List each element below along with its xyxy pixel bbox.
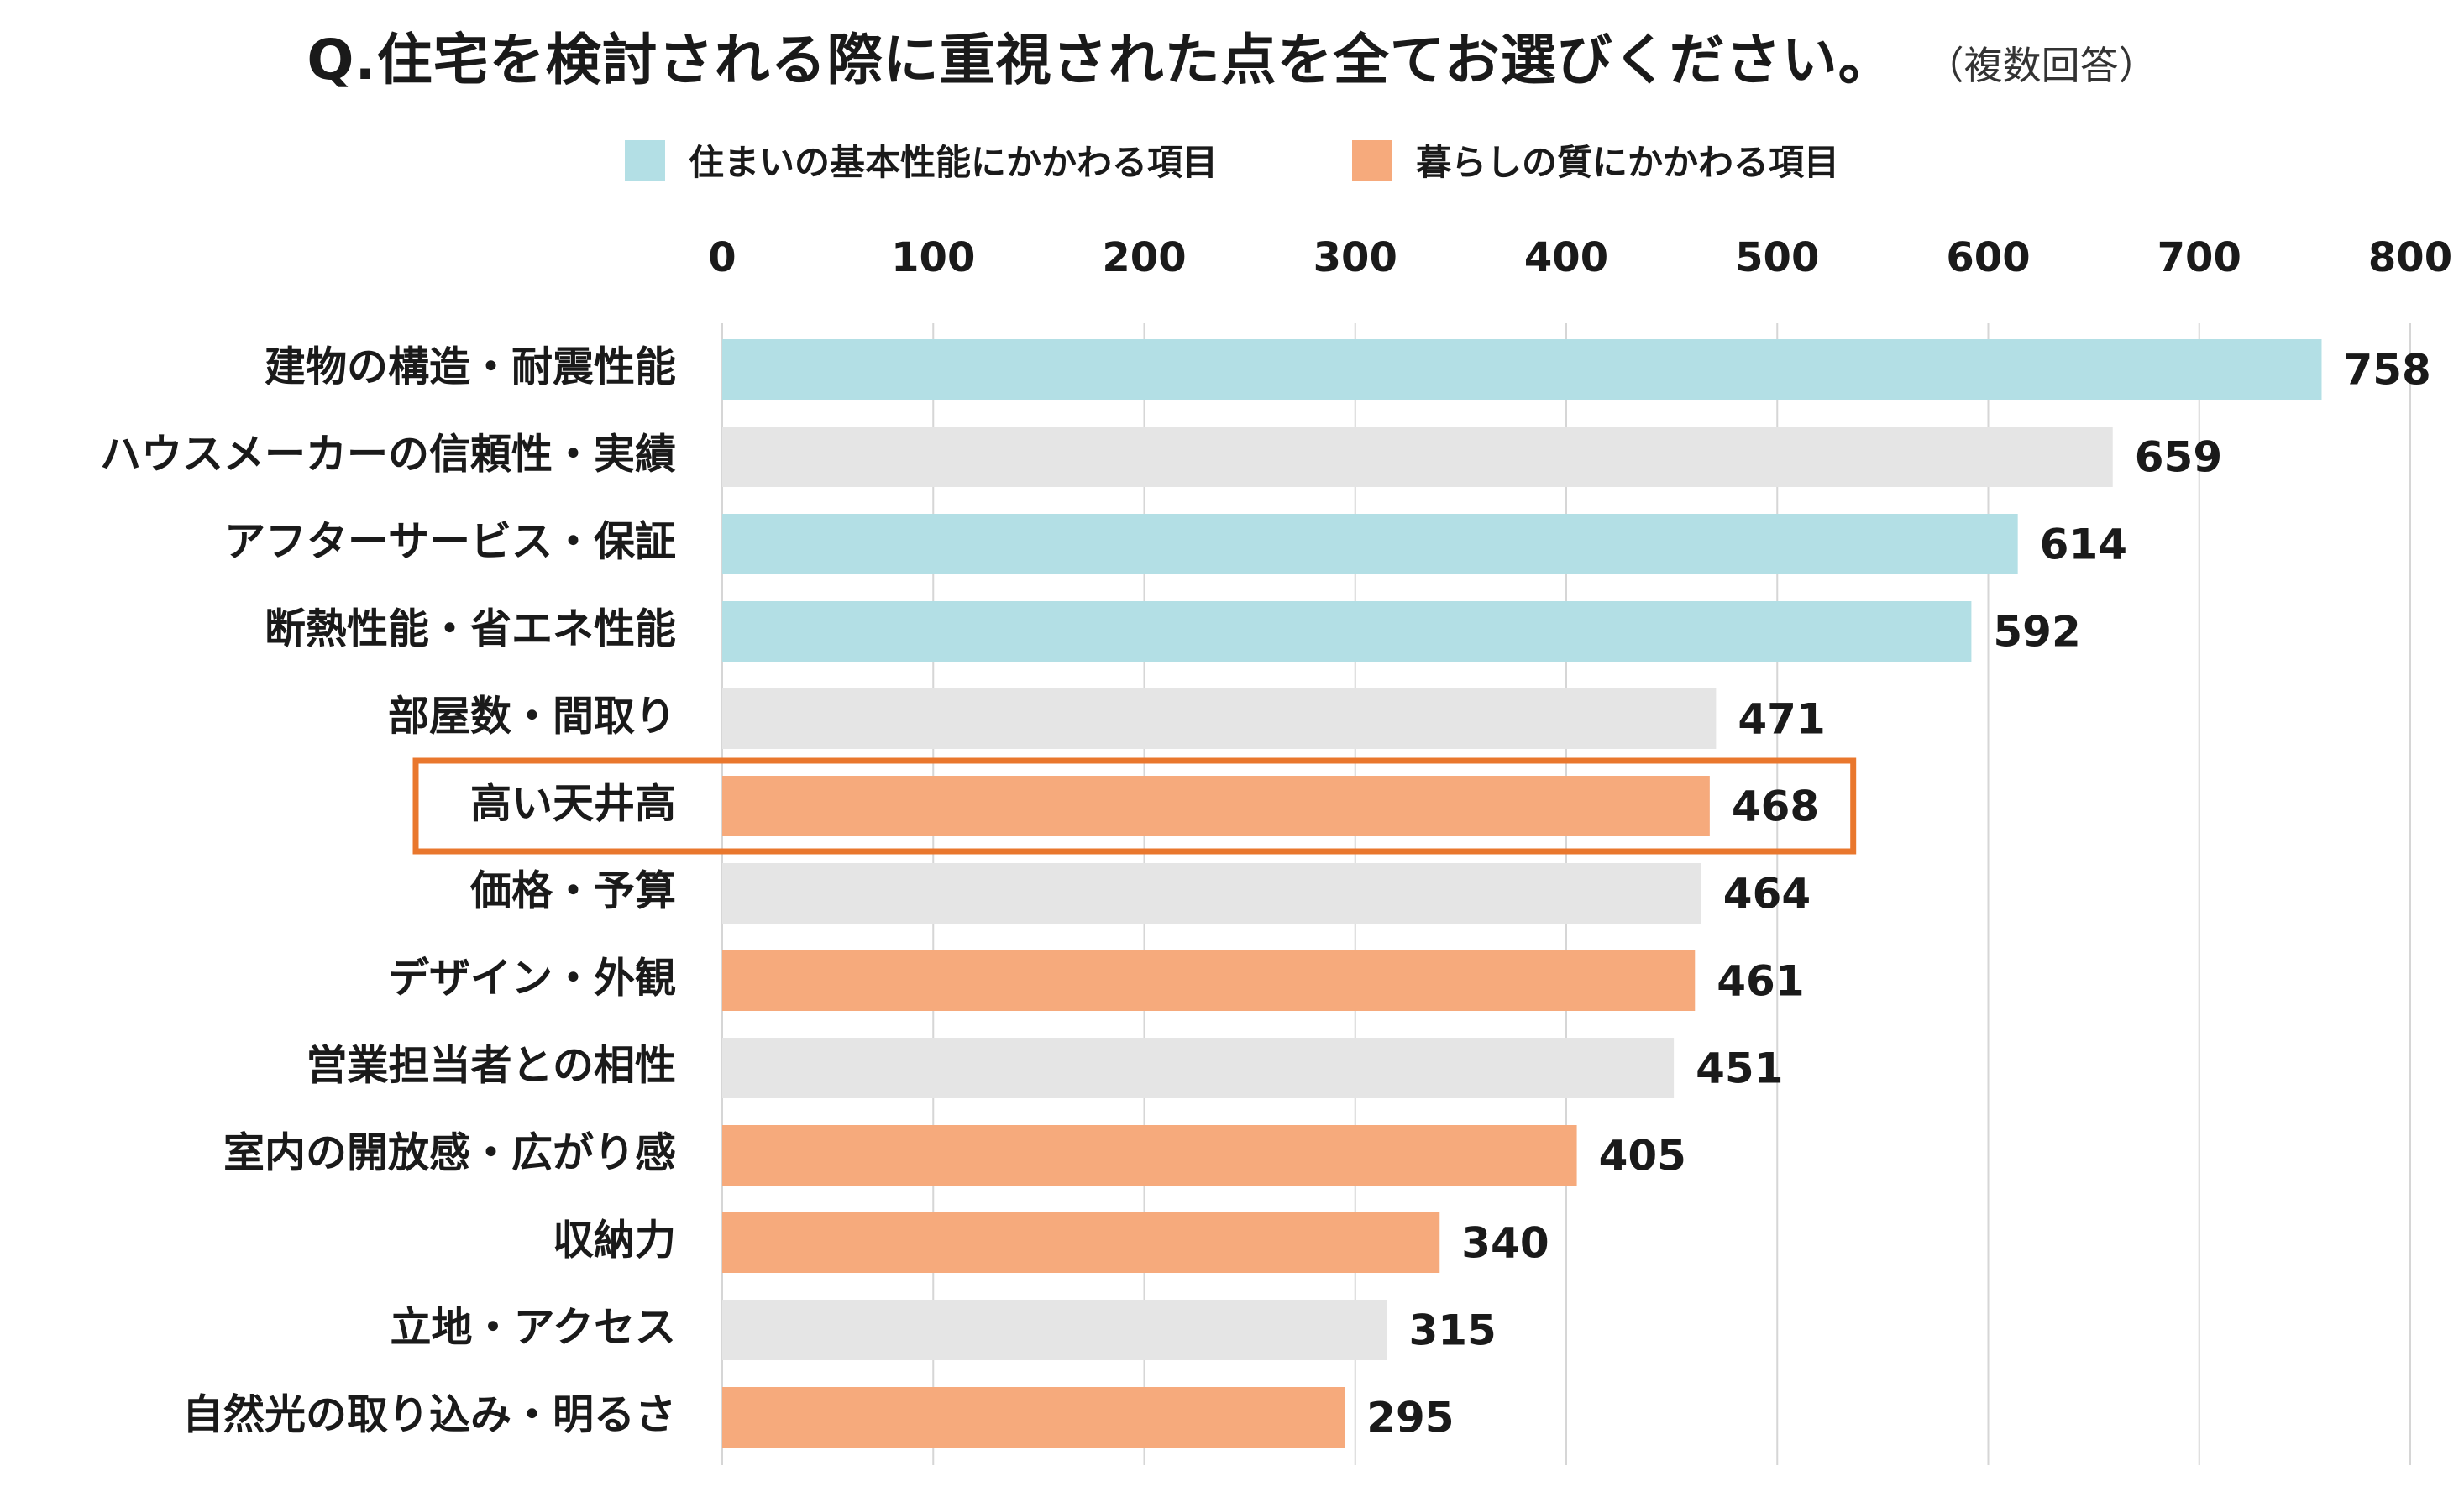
legend-item-basic: 住まいの基本性能にかかわる項目 <box>624 134 1218 186</box>
category-label-0: 建物の構造・耐震性能 <box>265 343 676 391</box>
x-tick-label-500: 500 <box>1735 234 1819 281</box>
x-tick-label-400: 400 <box>1524 234 1608 281</box>
x-tick-label-300: 300 <box>1313 234 1397 281</box>
bar-2 <box>722 514 2018 574</box>
category-label-12: 自然光の取り込み・明るさ <box>182 1391 676 1439</box>
x-tick-label-200: 200 <box>1102 234 1186 281</box>
x-tick-label-700: 700 <box>2157 234 2241 281</box>
value-label-10: 340 <box>1461 1219 1549 1268</box>
chart-title: Q.住宅を検討される際に重視された点を全てお選びください。 <box>307 28 1895 92</box>
category-label-8: 営業担当者との相性 <box>306 1042 676 1090</box>
bar-9 <box>722 1125 1577 1186</box>
bar-5 <box>722 776 1710 836</box>
bar-8 <box>722 1038 1675 1098</box>
x-tick-label-800: 800 <box>2368 234 2452 281</box>
value-label-8: 451 <box>1696 1044 1783 1093</box>
value-label-0: 758 <box>2343 346 2430 395</box>
legend-swatch-basic <box>624 139 665 181</box>
category-label-5: 高い天井高 <box>470 780 676 828</box>
value-label-12: 295 <box>1366 1394 1454 1442</box>
category-label-6: 価格・予算 <box>469 867 676 915</box>
bar-6 <box>722 863 1701 924</box>
bar-0 <box>722 339 2322 400</box>
chart-subtitle: （複数回答） <box>1944 43 2157 88</box>
value-label-7: 461 <box>1717 957 1804 1006</box>
legend: 住まいの基本性能にかかわる項目 暮らしの質にかかわる項目 <box>0 134 2464 186</box>
value-label-4: 471 <box>1738 695 1825 744</box>
legend-label-living: 暮らしの質にかかわる項目 <box>1416 142 1840 183</box>
x-tick-label-0: 0 <box>708 234 736 281</box>
value-label-6: 464 <box>1723 870 1811 919</box>
bar-3 <box>722 601 1972 662</box>
bar-12 <box>722 1387 1345 1448</box>
value-label-5: 468 <box>1732 783 1819 831</box>
legend-item-living: 暮らしの質にかかわる項目 <box>1352 134 1839 186</box>
bar-4 <box>722 688 1717 749</box>
category-label-11: 立地・アクセス <box>390 1304 676 1352</box>
highlight-box <box>412 757 1857 855</box>
bar-7 <box>722 950 1696 1011</box>
category-label-2: アフターサービス・保証 <box>224 518 676 566</box>
legend-swatch-living <box>1352 139 1392 181</box>
value-label-1: 659 <box>2135 433 2222 482</box>
chart-title-block: Q.住宅を検討される際に重視された点を全てお選びください。 （複数回答） <box>0 15 2464 96</box>
category-label-10: 収納力 <box>553 1217 676 1264</box>
category-label-1: ハウスメーカーの信頼性・実績 <box>100 431 676 479</box>
category-label-9: 室内の開放感・広がり感 <box>223 1129 676 1177</box>
value-label-11: 315 <box>1408 1306 1496 1355</box>
value-label-3: 592 <box>1993 608 2080 657</box>
x-tick-label-100: 100 <box>891 234 975 281</box>
x-tick-label-600: 600 <box>1946 234 2030 281</box>
bar-1 <box>722 427 2113 487</box>
legend-label-basic: 住まいの基本性能にかかわる項目 <box>688 142 1218 183</box>
category-label-3: 断熱性能・省エネ性能 <box>265 605 676 653</box>
bar-11 <box>722 1300 1387 1360</box>
bar-10 <box>722 1212 1440 1273</box>
category-label-4: 部屋数・間取り <box>388 693 676 741</box>
value-label-2: 614 <box>2040 521 2127 569</box>
category-label-7: デザイン・外観 <box>388 955 676 1003</box>
value-label-9: 405 <box>1599 1132 1686 1181</box>
